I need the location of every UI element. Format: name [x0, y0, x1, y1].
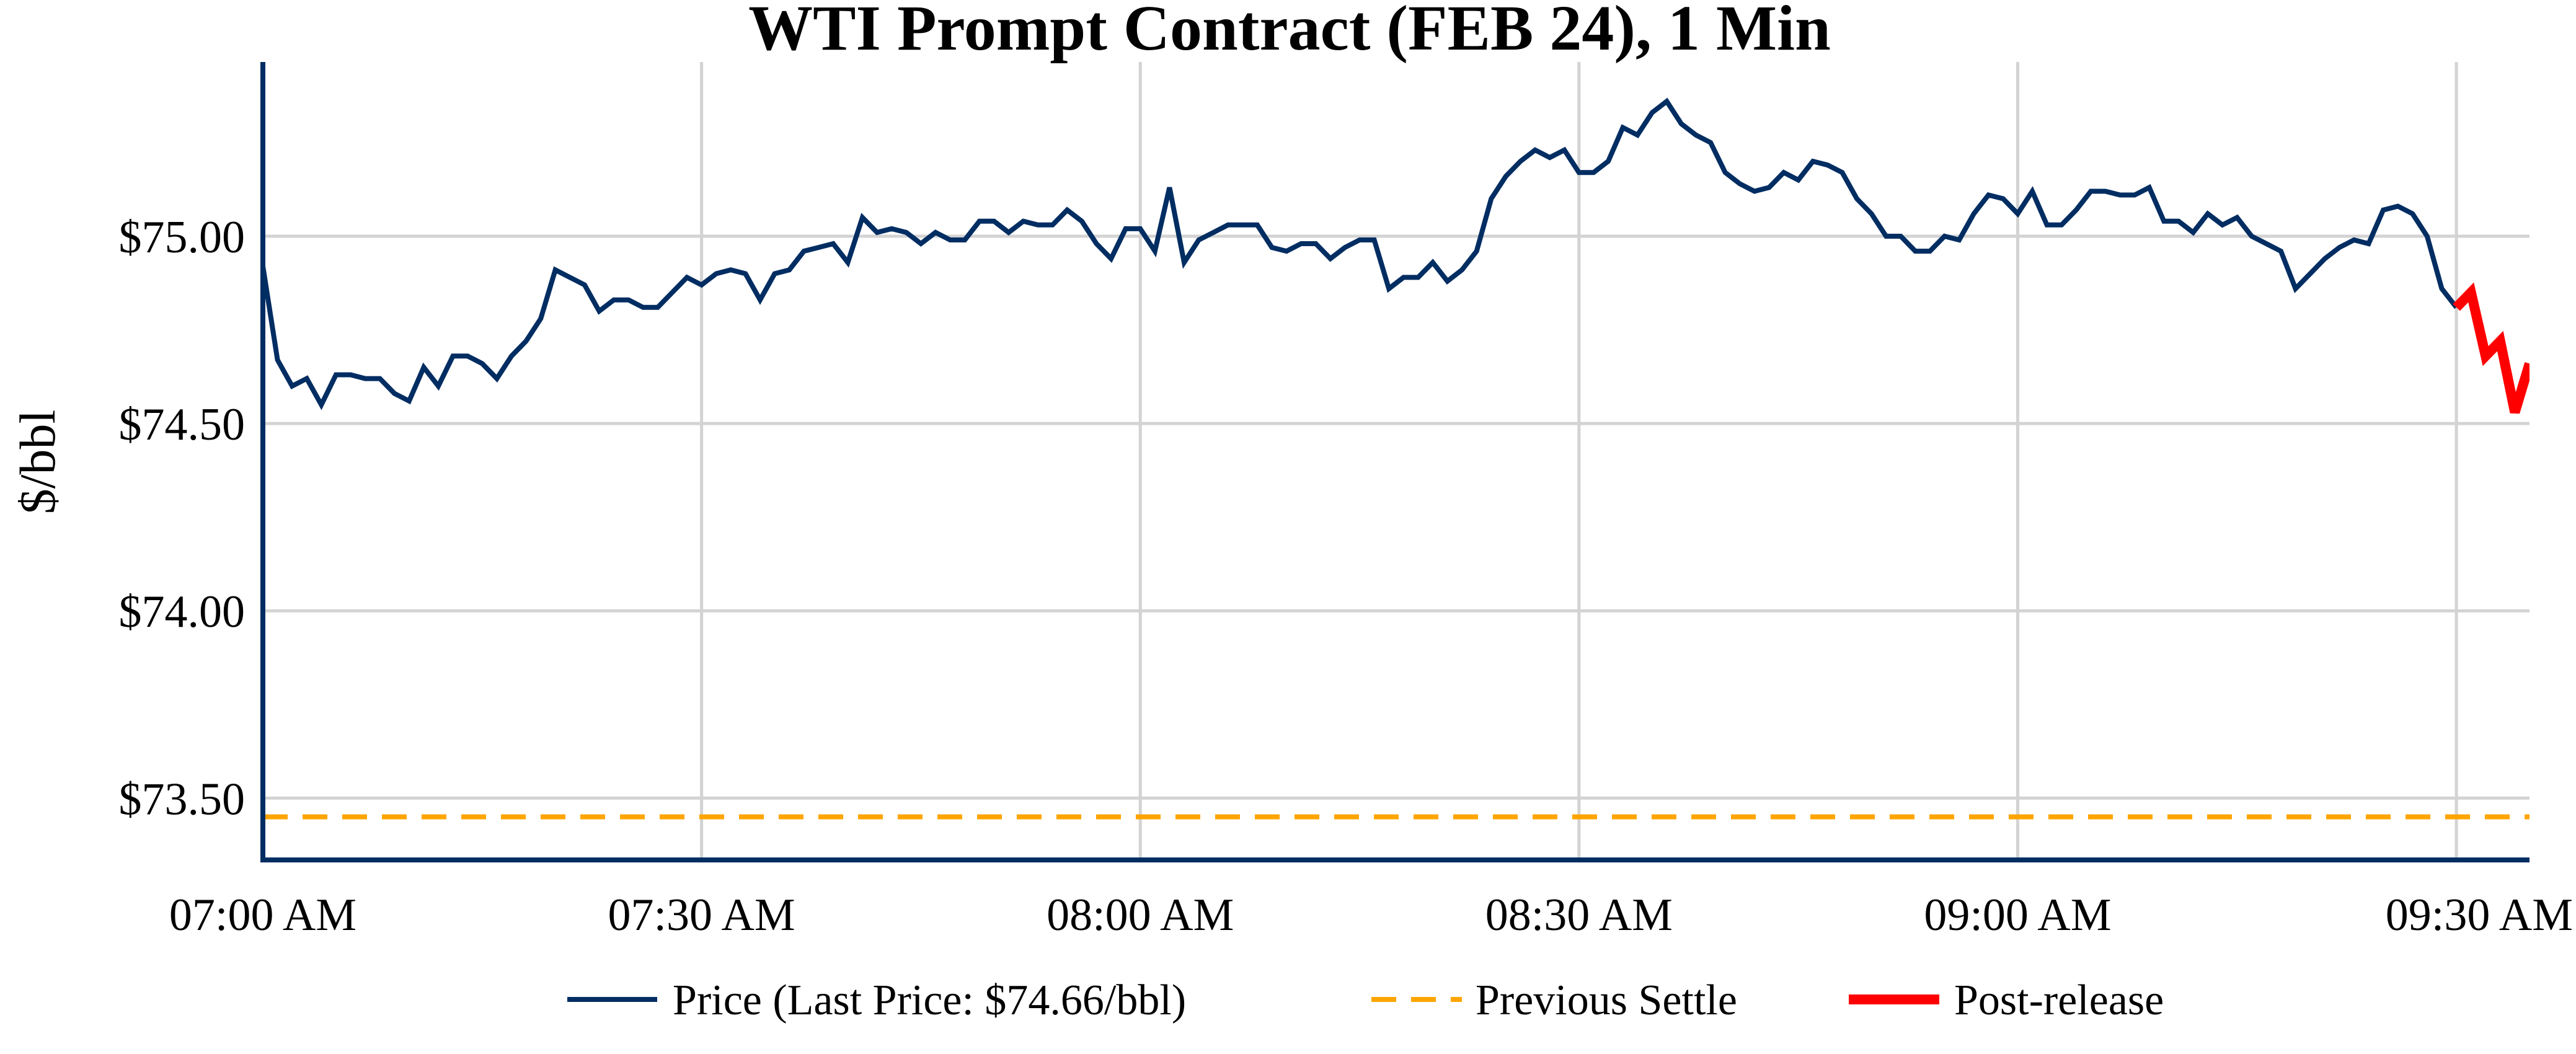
y-tick-label: $73.50	[119, 774, 246, 825]
gridlines	[261, 62, 2530, 860]
x-tick-label: 08:00 AM	[1047, 890, 1234, 941]
x-tick-label: 09:00 AM	[1924, 890, 2111, 941]
legend-label-price: Price (Last Price: $74.66/bbl)	[673, 976, 1186, 1024]
x-tick-label: 07:30 AM	[608, 890, 795, 941]
chart-title: WTI Prompt Contract (FEB 24), 1 Min	[748, 0, 1831, 64]
x-tick-label: 07:00 AM	[169, 890, 356, 941]
price-line	[263, 97, 2459, 410]
post-release-line	[2453, 282, 2530, 414]
y-tick-labels: $73.50 $74.00 $74.50 $75.00	[119, 212, 246, 825]
legend: Price (Last Price: $74.66/bbl) Previous …	[567, 976, 2164, 1024]
y-tick-label: $74.00	[119, 587, 246, 637]
plot-area	[263, 97, 2530, 820]
y-axis-label: $/bbl	[9, 410, 66, 515]
x-tick-labels: 07:00 AM 07:30 AM 08:00 AM 08:30 AM 09:00 AM…	[169, 890, 2573, 941]
x-tick-label: 09:30 AM	[2386, 890, 2573, 941]
x-tick-label: 08:30 AM	[1485, 890, 1673, 941]
y-tick-label: $74.50	[119, 399, 246, 450]
legend-label-post-release: Post-release	[1954, 976, 2164, 1024]
y-tick-label: $75.00	[119, 212, 246, 263]
legend-label-previous-settle: Previous Settle	[1476, 976, 1737, 1024]
